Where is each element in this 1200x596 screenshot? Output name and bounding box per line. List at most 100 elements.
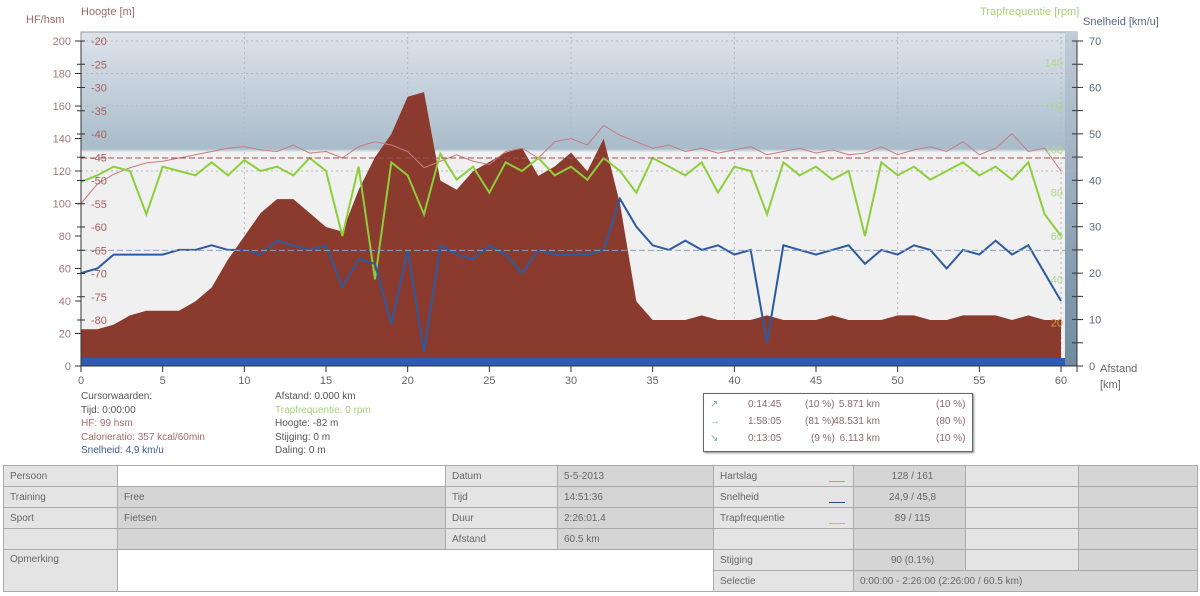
heartrate-line xyxy=(80,124,1062,204)
speed-label: Snelheid xyxy=(713,486,854,508)
training-label: Training xyxy=(3,486,118,508)
slope-row-up: ↗ 0:14:45 (10 %) 5.871 km (10 %) xyxy=(704,399,972,415)
empty-cell xyxy=(965,507,1079,529)
heartrate-value: 128 / 161 xyxy=(853,465,966,487)
time-label: Tijd xyxy=(445,486,558,508)
speed-tick-label: 70 xyxy=(1089,36,1101,48)
ascent-label: Stijging xyxy=(713,549,854,571)
selection-value: 0:00:00 - 2:26:00 (2:26:00 / 60.5 km) xyxy=(853,570,1198,592)
altitude-tick-label: -25 xyxy=(91,59,107,71)
x-tick-label: 40 xyxy=(728,375,740,387)
empty-cell xyxy=(1078,549,1198,571)
speed-tick-label: 50 xyxy=(1089,129,1101,141)
ascent-value: 90 (0.1%) xyxy=(853,549,966,571)
cursor-altitude: Hoogte: -82 m xyxy=(275,418,339,430)
cadence-tick-label: 80 xyxy=(1051,188,1063,200)
hf-tick-label: 100 xyxy=(53,199,71,211)
altitude-tick-label: -55 xyxy=(91,199,107,211)
slope-distance: 48.531 km xyxy=(833,416,880,427)
cadence-tick-label: 40 xyxy=(1051,274,1063,286)
empty-cell xyxy=(1078,528,1198,550)
cadence-label-text: Trapfrequentie xyxy=(720,512,785,524)
empty-cell xyxy=(965,486,1079,508)
slope-time-pct: (81 %) xyxy=(805,416,835,427)
heartrate-label-text: Hartslag xyxy=(720,470,758,482)
distance-label: Afstand xyxy=(445,528,558,550)
altitude-tick-label: -20 xyxy=(91,36,107,48)
hf-tick-label: 60 xyxy=(59,264,71,276)
distance-value: 60.5 km xyxy=(557,528,714,550)
slope-distance: 6.113 km xyxy=(839,433,880,444)
sport-label: Sport xyxy=(3,507,118,529)
heartrate-label: Hartslag xyxy=(713,465,854,487)
slope-time: 1:58:05 xyxy=(748,416,782,427)
x-tick-label: 5 xyxy=(160,375,166,387)
empty-cell xyxy=(713,528,854,550)
cursor-cadence: Trapfrequentie: 0 rpm xyxy=(275,404,371,416)
altitude-axis-label: Hoogte [m] xyxy=(81,6,135,18)
cursor-title: Cursorwaarden: xyxy=(81,391,153,402)
empty-cell xyxy=(965,465,1079,487)
heartrate-legend-line-icon xyxy=(829,480,845,482)
speed-tick-label: 40 xyxy=(1089,175,1101,187)
cadence-tick-label: 140 xyxy=(1045,58,1063,70)
altitude-tick-label: -60 xyxy=(91,222,107,234)
selection-label: Selectie xyxy=(713,570,854,592)
altitude-tick-label: -30 xyxy=(91,83,107,95)
empty-cell xyxy=(1078,486,1198,508)
person-label: Persoon xyxy=(3,465,118,487)
slope-time: 0:14:45 xyxy=(748,399,782,410)
remark-field[interactable] xyxy=(117,549,714,592)
x-tick-label: 0 xyxy=(78,375,84,387)
plot-right-margin xyxy=(1065,32,1077,366)
x-tick-label: 25 xyxy=(483,375,495,387)
cursor-values-left: Cursorwaarden: Tijd: 0:00:00 HF: 99 hsm … xyxy=(81,390,205,458)
hf-tick-label: 20 xyxy=(59,329,71,341)
speed-tick-label: 10 xyxy=(1089,315,1101,327)
cursor-speed: Snelheid: 4,9 km/u xyxy=(81,445,164,457)
hf-tick-label: 140 xyxy=(53,134,71,146)
remark-label: Opmerking xyxy=(3,549,118,592)
x-tick-label: 55 xyxy=(973,375,985,387)
hf-tick-label: 0 xyxy=(65,361,71,373)
hf-tick-label: 160 xyxy=(53,101,71,113)
person-field[interactable] xyxy=(117,465,446,487)
training-value: Free xyxy=(117,486,446,508)
speed-tick-label: 20 xyxy=(1089,268,1101,280)
x-tick-label: 15 xyxy=(320,375,332,387)
date-value: 5-5-2013 xyxy=(557,465,714,487)
altitude-tick-label: -70 xyxy=(91,269,107,281)
date-label: Datum xyxy=(445,465,558,487)
cadence-label: Trapfrequentie xyxy=(713,507,854,529)
speed-axis-label: Snelheid [km/u] xyxy=(1083,16,1159,28)
cursor-time: Tijd: 0:00:00 xyxy=(81,404,136,416)
cadence-axis-label: Trapfrequentie [rpm] xyxy=(980,6,1080,18)
cadence-tick-label: 120 xyxy=(1045,101,1063,113)
cursor-calorie: Calorieratio: 357 kcal/60min xyxy=(81,431,205,443)
slope-time-pct: (9 %) xyxy=(811,433,835,444)
slope-time: 0:13:05 xyxy=(748,433,782,444)
slope-distance-pct: (10 %) xyxy=(936,399,966,410)
cursor-distance: Afstand: 0.000 km xyxy=(275,391,356,402)
altitude-tick-label: -45 xyxy=(91,152,107,164)
hf-tick-label: 200 xyxy=(53,36,71,48)
altitude-tick-label: -50 xyxy=(91,176,107,188)
hf-tick-label: 40 xyxy=(59,296,71,308)
x-tick-label: 20 xyxy=(402,375,414,387)
selection-bar xyxy=(81,358,1065,366)
cadence-tick-label: 100 xyxy=(1045,144,1063,156)
altitude-area xyxy=(81,92,1061,367)
arrow-down-right-icon: ↘ xyxy=(710,433,719,444)
speed-value: 24,9 / 45,8 xyxy=(853,486,966,508)
cursor-values-right: Afstand: 0.000 km Trapfrequentie: 0 rpm … xyxy=(275,390,371,458)
speed-label-text: Snelheid xyxy=(720,491,759,503)
empty-cell xyxy=(3,528,118,550)
empty-cell xyxy=(117,528,446,550)
arrow-right-icon: → xyxy=(710,416,720,427)
empty-cell xyxy=(965,549,1079,571)
cadence-value: 89 / 115 xyxy=(853,507,966,529)
speed-tick-label: 60 xyxy=(1089,82,1101,94)
altitude-tick-label: -35 xyxy=(91,106,107,118)
hf-axis-label: HF/hsm xyxy=(26,14,65,26)
